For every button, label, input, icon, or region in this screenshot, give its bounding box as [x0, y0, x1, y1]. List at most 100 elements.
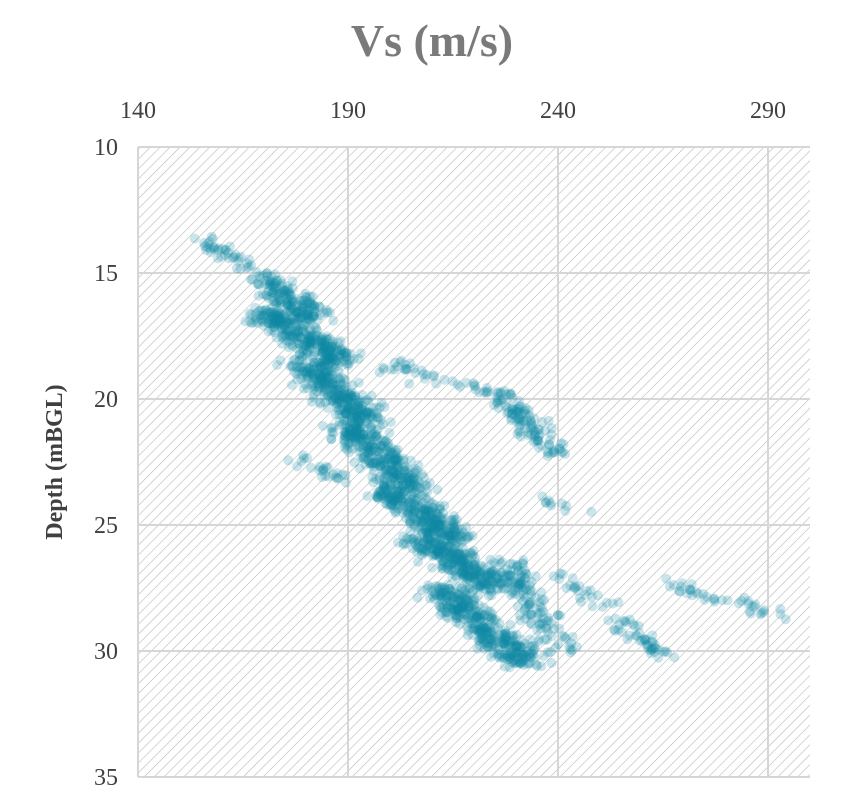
data-point — [265, 276, 276, 287]
y-tick-label: 30 — [94, 639, 118, 665]
data-point — [324, 366, 335, 376]
data-point — [298, 366, 309, 377]
data-point — [306, 396, 317, 407]
data-point — [246, 318, 257, 329]
data-point — [321, 356, 332, 367]
data-point — [266, 281, 277, 292]
data-point — [347, 380, 358, 391]
data-point — [406, 503, 417, 514]
data-point — [309, 322, 320, 333]
data-point — [326, 387, 337, 398]
data-point — [346, 401, 357, 412]
data-point — [368, 465, 379, 476]
data-point — [315, 362, 326, 372]
data-point — [372, 412, 383, 423]
data-point — [275, 297, 286, 308]
data-point — [340, 393, 351, 404]
data-point — [476, 628, 487, 639]
data-point — [391, 468, 401, 478]
data-point — [351, 412, 361, 423]
data-point — [301, 373, 312, 384]
data-point — [299, 295, 310, 306]
data-point — [317, 342, 328, 353]
data-point — [292, 335, 303, 345]
data-point — [323, 354, 334, 365]
data-point — [271, 298, 282, 309]
data-point — [279, 288, 290, 299]
data-point — [357, 404, 367, 415]
data-point — [268, 319, 278, 330]
data-point — [323, 377, 334, 388]
data-point — [334, 416, 345, 427]
data-point — [304, 298, 315, 309]
data-point — [327, 336, 338, 347]
data-point — [244, 308, 255, 319]
data-point — [266, 276, 277, 287]
data-point — [220, 244, 231, 255]
data-point — [280, 323, 291, 334]
data-point — [315, 373, 325, 384]
data-point — [282, 314, 293, 325]
data-point — [294, 349, 305, 359]
data-point — [298, 345, 309, 355]
data-point — [366, 390, 377, 401]
data-point — [330, 384, 341, 395]
data-point — [363, 396, 374, 407]
data-point — [298, 326, 309, 337]
data-point — [350, 425, 361, 435]
data-point — [307, 373, 318, 384]
data-point — [370, 458, 381, 469]
data-point — [282, 294, 293, 305]
data-point — [354, 423, 364, 434]
data-point — [292, 313, 303, 324]
data-point — [275, 314, 285, 324]
data-point — [270, 278, 281, 289]
data-point — [401, 478, 412, 489]
data-point — [363, 433, 374, 444]
data-point — [368, 477, 379, 488]
data-point — [336, 348, 347, 359]
data-point — [263, 308, 274, 319]
data-point — [303, 337, 314, 348]
data-point — [306, 301, 317, 312]
data-point — [317, 371, 328, 382]
data-point — [293, 338, 304, 349]
data-point — [350, 419, 361, 430]
data-point — [260, 305, 271, 316]
data-point — [341, 415, 352, 426]
data-point — [283, 326, 294, 337]
data-point — [294, 349, 305, 360]
data-point — [265, 307, 276, 318]
y-tick-label: 20 — [94, 387, 118, 413]
data-point — [269, 278, 280, 289]
data-point — [295, 355, 306, 366]
data-point — [333, 366, 344, 377]
data-point — [335, 336, 346, 347]
data-point — [393, 470, 404, 481]
data-point — [277, 329, 288, 340]
data-point — [258, 320, 269, 331]
data-point — [285, 316, 296, 327]
data-point — [269, 313, 279, 324]
data-point — [328, 374, 339, 385]
data-point — [320, 380, 331, 391]
data-point — [251, 308, 262, 319]
data-point — [334, 420, 345, 431]
data-point — [277, 323, 288, 334]
data-point — [362, 430, 373, 441]
data-point — [322, 307, 333, 318]
data-point — [329, 362, 340, 373]
data-point — [315, 340, 326, 351]
data-point — [285, 331, 296, 342]
data-point — [298, 366, 309, 377]
data-point — [406, 474, 417, 485]
data-point — [390, 454, 401, 465]
data-point — [304, 363, 315, 374]
plot-area — [138, 147, 810, 777]
data-point — [317, 337, 328, 348]
data-point — [320, 375, 331, 386]
data-point — [313, 357, 324, 368]
data-point — [296, 301, 307, 312]
data-point — [364, 437, 375, 448]
